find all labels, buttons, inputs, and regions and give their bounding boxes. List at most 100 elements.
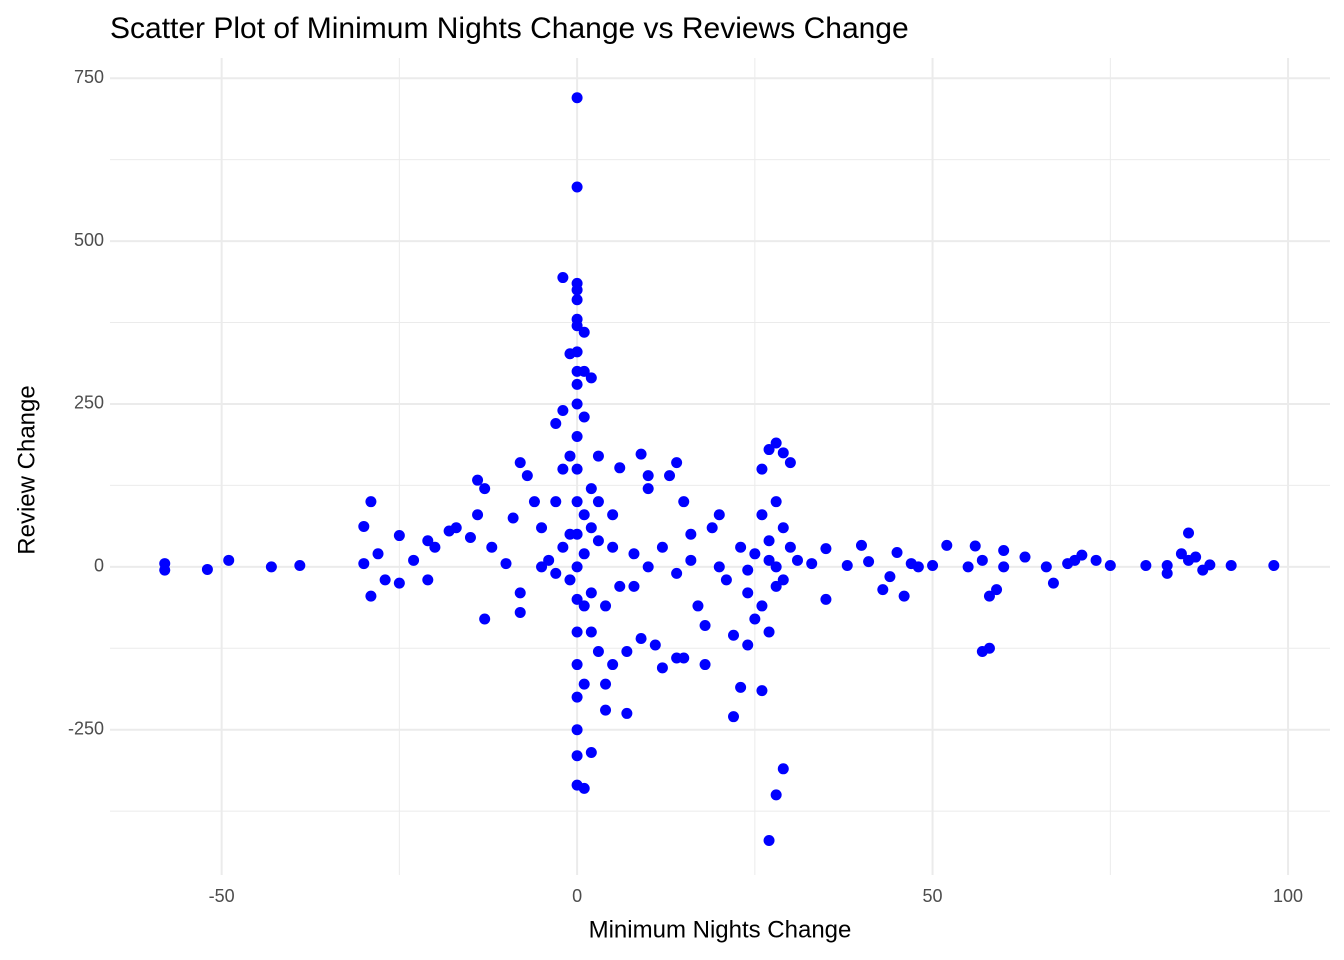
- point: [422, 535, 434, 547]
- point: [621, 707, 633, 719]
- point: [571, 593, 583, 605]
- point: [379, 574, 391, 586]
- point: [358, 520, 370, 532]
- point: [649, 639, 661, 651]
- x-tick-label: 100: [1273, 886, 1303, 906]
- point: [1268, 560, 1280, 572]
- point: [976, 554, 988, 566]
- point: [763, 554, 775, 566]
- point: [265, 561, 277, 573]
- point: [742, 639, 754, 651]
- point: [571, 294, 583, 306]
- point: [770, 496, 782, 508]
- point: [1175, 548, 1187, 560]
- point: [294, 560, 306, 572]
- point: [983, 590, 995, 602]
- point: [941, 539, 953, 551]
- point: [678, 496, 690, 508]
- point: [557, 541, 569, 553]
- point: [571, 496, 583, 508]
- point: [656, 662, 668, 674]
- point: [770, 580, 782, 592]
- point: [962, 561, 974, 573]
- y-tick-label: -250: [68, 718, 104, 738]
- point: [1204, 559, 1216, 571]
- point: [642, 561, 654, 573]
- point: [998, 561, 1010, 573]
- point: [592, 496, 604, 508]
- point: [514, 587, 526, 599]
- point: [642, 483, 654, 495]
- y-axis-label: Review Change: [13, 385, 40, 554]
- point: [664, 470, 676, 482]
- point: [592, 450, 604, 462]
- point: [1161, 567, 1173, 579]
- point: [735, 541, 747, 553]
- point: [763, 444, 775, 456]
- point: [578, 678, 590, 690]
- point: [223, 554, 235, 566]
- point: [891, 547, 903, 558]
- point: [728, 629, 740, 641]
- point: [514, 457, 526, 469]
- point: [863, 556, 875, 568]
- point: [592, 535, 604, 547]
- point: [365, 590, 377, 602]
- point: [749, 613, 761, 625]
- point: [777, 522, 789, 534]
- point: [550, 496, 562, 508]
- point: [678, 652, 690, 664]
- point: [564, 574, 576, 586]
- point: [635, 448, 647, 460]
- point: [791, 554, 803, 566]
- point: [770, 561, 782, 573]
- point: [464, 532, 476, 544]
- point: [557, 404, 569, 416]
- point: [756, 600, 768, 612]
- point: [592, 646, 604, 658]
- point: [1076, 549, 1088, 561]
- point: [393, 530, 405, 542]
- point: [713, 509, 725, 521]
- point: [578, 411, 590, 423]
- point: [479, 483, 491, 495]
- point: [536, 522, 548, 534]
- point: [607, 509, 619, 521]
- point: [372, 548, 384, 560]
- point: [699, 659, 711, 671]
- point: [571, 346, 583, 358]
- point: [408, 554, 420, 566]
- point: [1104, 560, 1116, 572]
- point: [756, 685, 768, 697]
- point: [585, 747, 597, 759]
- point: [642, 470, 654, 482]
- point: [571, 398, 583, 410]
- point: [763, 834, 775, 846]
- point: [777, 763, 789, 775]
- point: [770, 789, 782, 801]
- point: [742, 587, 754, 599]
- point: [358, 558, 370, 570]
- point: [429, 541, 441, 553]
- point: [728, 711, 740, 723]
- point: [578, 509, 590, 521]
- x-tick-label: 0: [572, 886, 582, 906]
- point: [600, 704, 612, 716]
- point: [571, 320, 583, 332]
- point: [550, 418, 562, 429]
- point: [927, 560, 939, 572]
- point: [884, 571, 896, 583]
- point: [706, 522, 718, 534]
- y-tick-label: 0: [94, 556, 104, 576]
- point: [784, 457, 796, 469]
- point: [713, 561, 725, 573]
- point: [486, 541, 498, 553]
- point: [614, 462, 626, 474]
- point: [201, 563, 213, 575]
- point: [571, 431, 583, 443]
- point: [578, 326, 590, 338]
- point: [749, 548, 761, 560]
- point: [763, 535, 775, 547]
- point: [578, 548, 590, 560]
